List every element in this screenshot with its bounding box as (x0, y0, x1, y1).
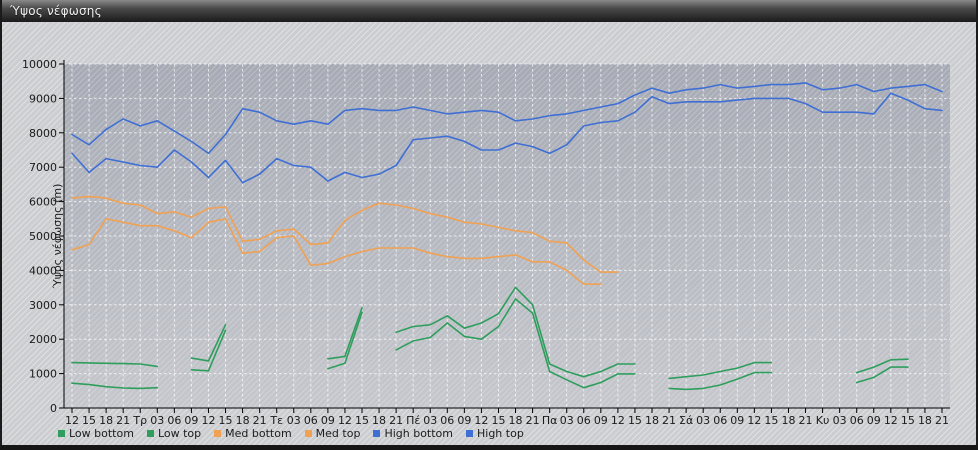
legend-label: Med top (315, 427, 361, 440)
y-tick-label: 6000 (29, 196, 57, 209)
y-tick-label: 1000 (29, 368, 57, 381)
x-tick-label: 15 (219, 414, 233, 427)
x-tick-label: 12 (611, 414, 625, 427)
x-tick-label: 15 (82, 414, 96, 427)
x-tick-label: 18 (645, 414, 659, 427)
x-tick-label: Πα (542, 414, 558, 427)
x-tick-label: 18 (372, 414, 386, 427)
x-tick-label: Σά (679, 414, 693, 427)
y-tick-label: 0 (50, 402, 57, 415)
x-tick-label: 12 (201, 414, 215, 427)
x-tick-label: 03 (423, 414, 437, 427)
y-tick-label: 2000 (29, 333, 57, 346)
x-tick-label: 03 (696, 414, 710, 427)
x-tick-label: 21 (662, 414, 676, 427)
x-tick-label: 21 (389, 414, 403, 427)
y-tick-label: 8000 (29, 127, 57, 140)
x-tick-label: 06 (850, 414, 864, 427)
legend-item: Med bottom (214, 427, 292, 440)
x-tick-label: 15 (628, 414, 642, 427)
x-tick-label: 12 (884, 414, 898, 427)
legend-label: Low top (157, 427, 202, 440)
x-tick-label: Κυ (816, 414, 830, 427)
legend-item: Med top (304, 427, 361, 440)
x-tick-label: 03 (150, 414, 164, 427)
x-tick-label: 06 (577, 414, 591, 427)
y-axis-title: Ύψος νέφωσης (m) (50, 183, 64, 289)
y-tick-label: 4000 (29, 264, 57, 277)
legend-swatch (304, 430, 312, 437)
x-tick-label: 12 (747, 414, 761, 427)
x-tick-label: 15 (491, 414, 505, 427)
legend-label: Med bottom (225, 427, 292, 440)
x-tick-label: 18 (918, 414, 932, 427)
x-tick-label: 09 (457, 414, 471, 427)
x-tick-label: 15 (901, 414, 915, 427)
x-tick-label: 06 (713, 414, 727, 427)
legend-swatch (466, 430, 473, 437)
legend-label: High top (477, 427, 524, 440)
x-tick-label: 03 (833, 414, 847, 427)
legend-item: High bottom (373, 427, 453, 440)
panel-title: Ύψος νέφωσης (10, 4, 102, 18)
x-tick-label: 12 (65, 414, 79, 427)
x-tick-label: 21 (526, 414, 540, 427)
y-tick-label: 10000 (22, 58, 57, 71)
legend-swatch (373, 430, 381, 437)
legend-swatch (146, 430, 154, 437)
legend: Low bottom Low top Med bottom Med top High b… (58, 427, 524, 440)
x-tick-label: 09 (867, 414, 881, 427)
x-tick-label: 21 (253, 414, 267, 427)
x-tick-label: Τε (269, 414, 283, 427)
plot-background (64, 64, 950, 408)
x-tick-label: 18 (509, 414, 523, 427)
x-tick-label: 06 (304, 414, 318, 427)
legend-label: High bottom (384, 427, 453, 440)
legend-swatch (58, 430, 65, 437)
x-tick-label: 15 (764, 414, 778, 427)
legend-item: High top (466, 427, 524, 440)
x-tick-label: 09 (594, 414, 608, 427)
x-tick-label: 03 (287, 414, 301, 427)
y-tick-label: 5000 (29, 230, 57, 243)
legend-swatch (214, 430, 222, 437)
y-tick-label: 7000 (29, 161, 57, 174)
x-tick-label: 18 (781, 414, 795, 427)
x-tick-label: 15 (355, 414, 369, 427)
x-tick-label: 21 (799, 414, 813, 427)
x-tick-label: 06 (167, 414, 181, 427)
legend-item: Low bottom (58, 427, 134, 440)
x-tick-label: 18 (236, 414, 250, 427)
x-tick-label: 06 (440, 414, 454, 427)
x-tick-label: 21 (116, 414, 130, 427)
x-tick-label: Τρ (132, 414, 147, 427)
x-tick-label: Πέ (406, 414, 420, 427)
chart-canvas: 0 1000 2000 3000 4000 5000 6000 7000 8000 9000 100… (22, 58, 950, 427)
x-tick-label: 09 (321, 414, 335, 427)
x-tick-label: 09 (730, 414, 744, 427)
x-tick-label: 03 (560, 414, 574, 427)
x-tick-label: 12 (338, 414, 352, 427)
x-tick-label: 09 (184, 414, 198, 427)
x-tick-label: 18 (99, 414, 113, 427)
x-tick-label: 12 (474, 414, 488, 427)
y-tick-label: 9000 (29, 92, 57, 105)
legend-item: Low top (146, 427, 202, 440)
x-tick-label: 21 (935, 414, 949, 427)
panel-titlebar: Ύψος νέφωσης (2, 0, 976, 22)
chart-area: 0 1000 2000 3000 4000 5000 6000 7000 8000 9000 100… (2, 22, 976, 445)
y-tick-label: 3000 (29, 299, 57, 312)
legend-label: Low bottom (69, 427, 134, 440)
